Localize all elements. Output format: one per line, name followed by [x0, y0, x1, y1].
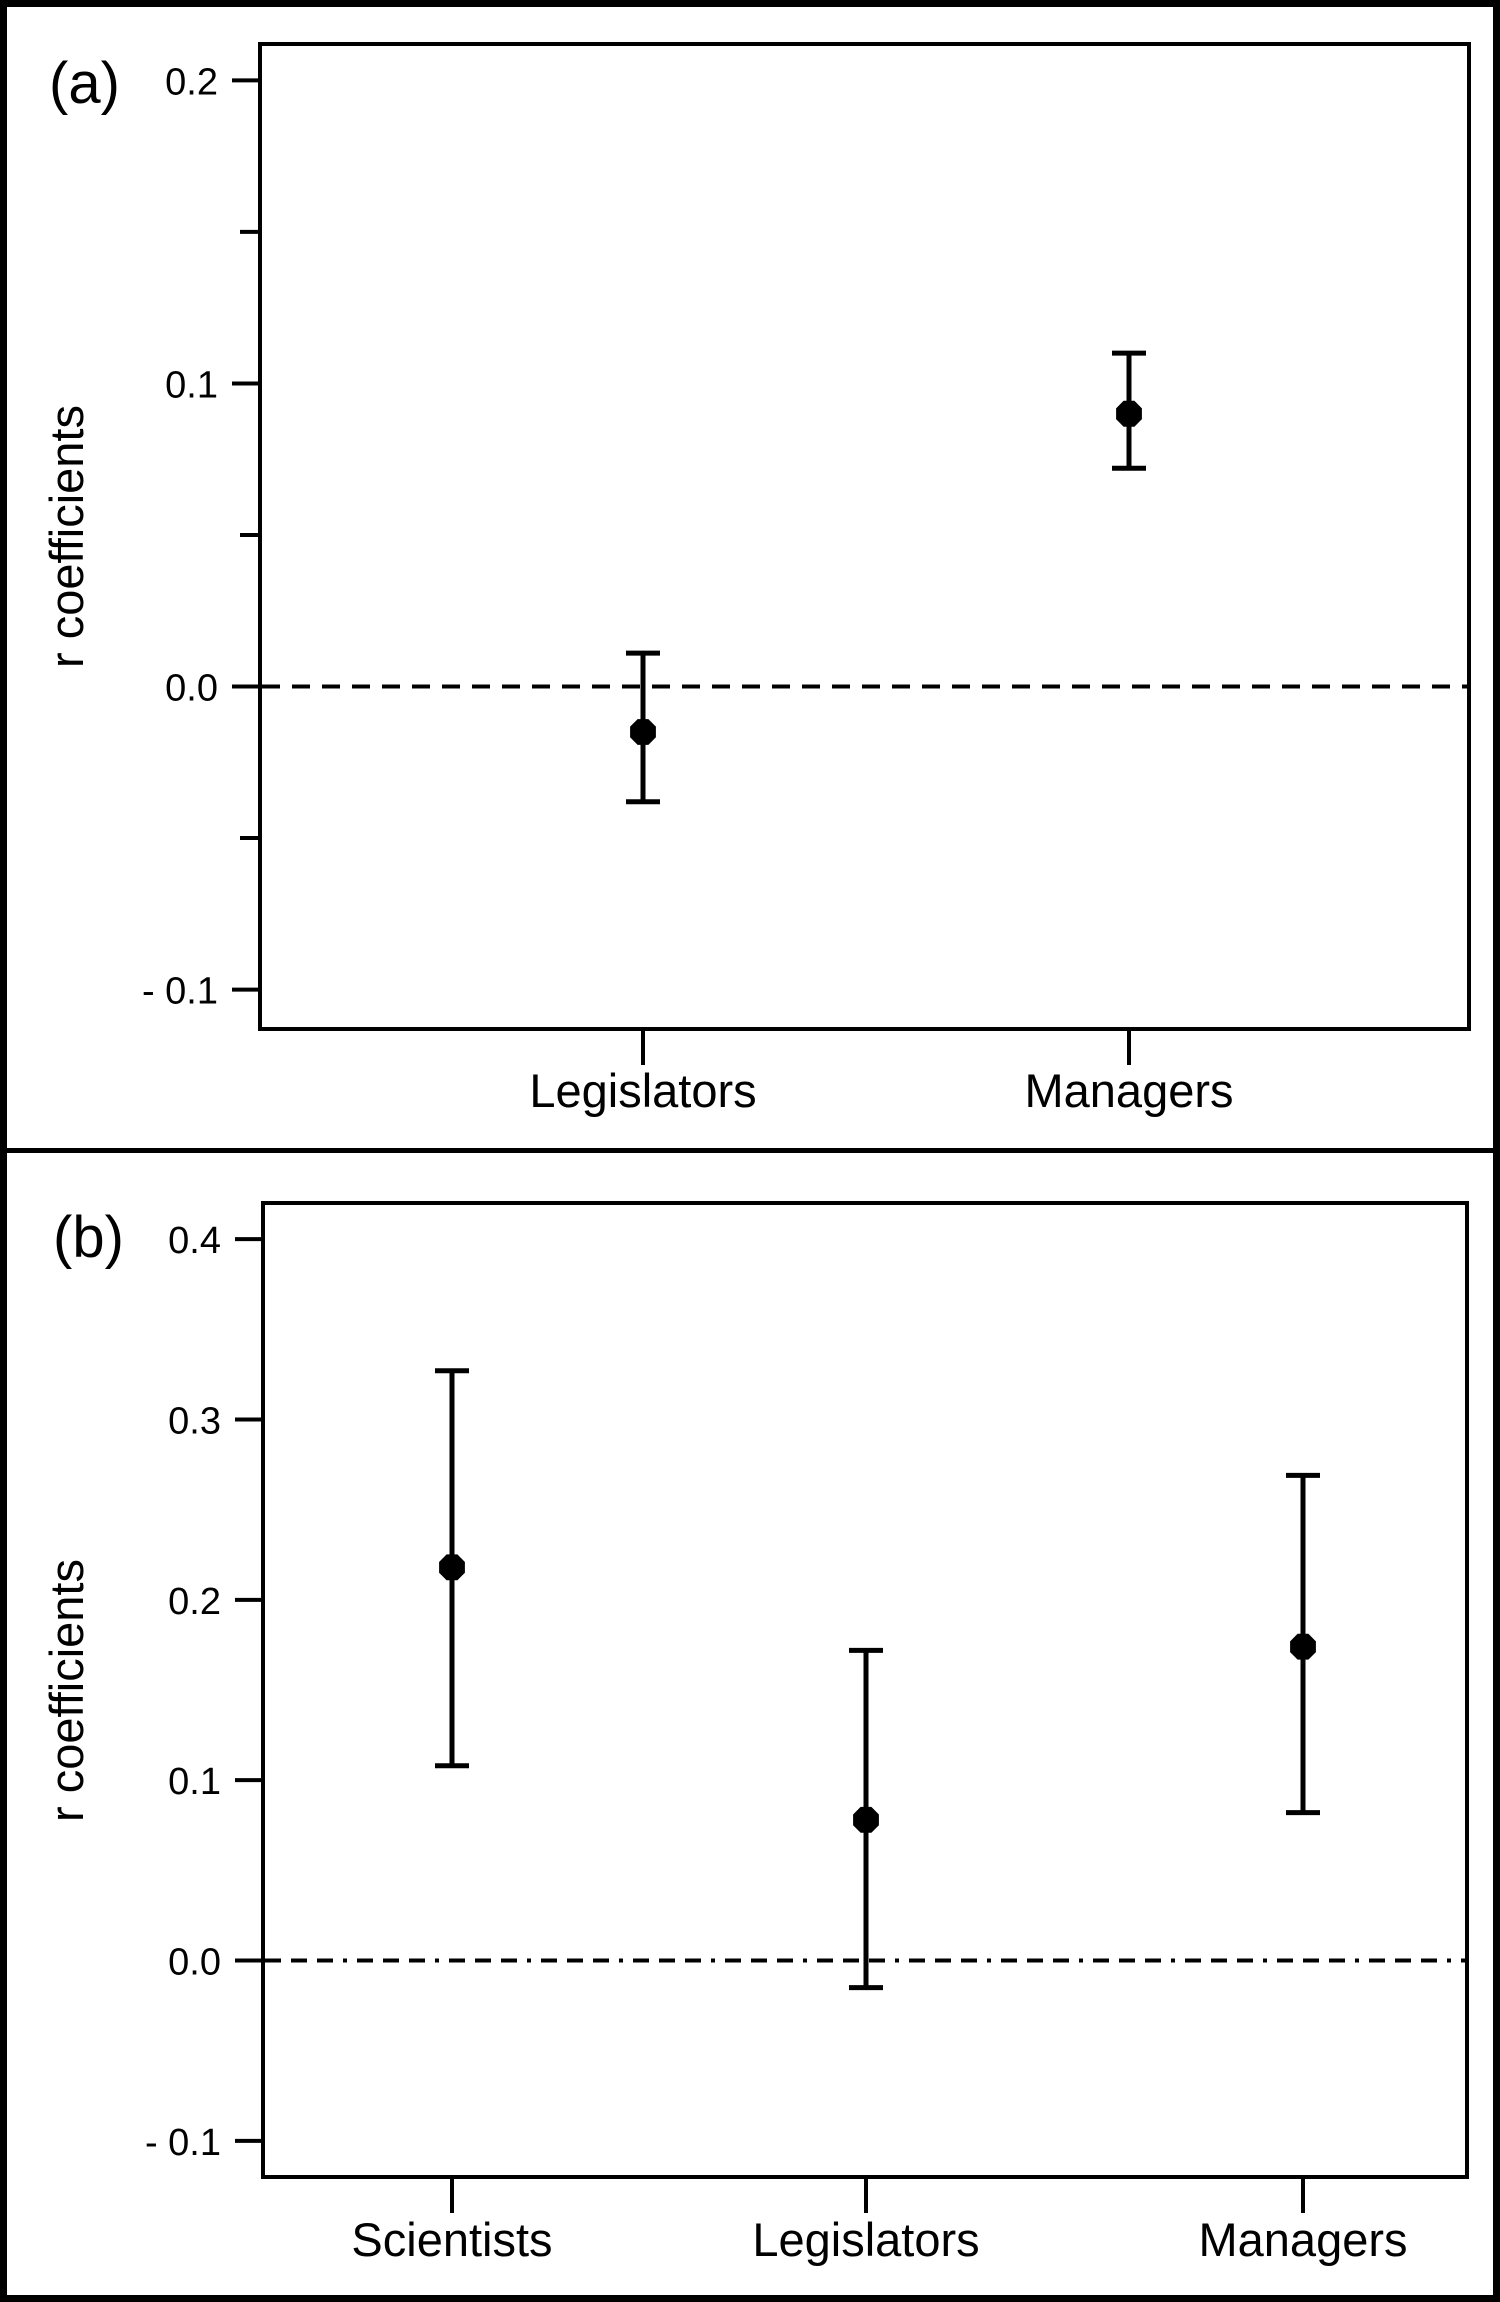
panel-b-y-tick-label: 0.3 — [168, 1400, 221, 1442]
category-label: Legislators — [529, 1064, 756, 1117]
point-marker — [1290, 1633, 1316, 1660]
point-marker — [853, 1806, 879, 1833]
panel-a-label: (a) — [49, 51, 120, 116]
category-label: Scientists — [351, 2213, 552, 2266]
panel-b-label: (b) — [53, 1205, 124, 1270]
panel-a-y-tick-label: 0.1 — [165, 364, 218, 406]
point-marker — [1116, 400, 1142, 427]
panel-b-y-tick-label: 0.4 — [168, 1220, 221, 1262]
panel-b-ylabel-wrap: r coefficients — [31, 1203, 101, 2177]
panel-a-ylabel: r coefficients — [39, 405, 93, 668]
category-label: Managers — [1199, 2213, 1408, 2266]
point-marker — [630, 719, 656, 745]
category-label: Legislators — [752, 2213, 979, 2266]
panel-a-plot-box — [258, 42, 1471, 1031]
panel-a-ylabel-wrap: r coefficients — [31, 44, 101, 1029]
panel-divider — [7, 1148, 1493, 1153]
panel-a-y-tick-label: 0.0 — [165, 668, 218, 710]
panel-a-y-tick-label: - 0.1 — [142, 971, 218, 1013]
panel-b-y-tick-label: - 0.1 — [145, 2122, 221, 2164]
panel-b-y-tick-label: 0.2 — [168, 1581, 221, 1623]
point-marker — [439, 1554, 465, 1581]
category-label: Managers — [1025, 1064, 1234, 1117]
panel-b-ylabel: r coefficients — [39, 1558, 93, 1822]
panel-a-y-tick-label: 0.2 — [165, 61, 218, 103]
panel-b-y-tick-label: 0.0 — [168, 1942, 221, 1984]
panel-b-y-tick-label: 0.1 — [168, 1761, 221, 1803]
figure-canvas: 0.2 0.1 0.0 - 0.1 Legislators Managers 0.4 0.3 0… — [142, 42, 1471, 2266]
